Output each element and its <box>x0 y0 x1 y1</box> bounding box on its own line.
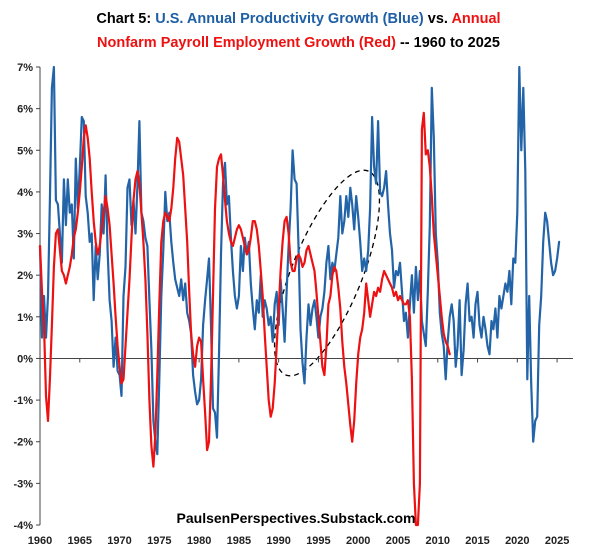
watermark-text: PaulsenPerspectives.Substack.com <box>177 510 416 526</box>
axes: 7% 6% 5% 4% 3% 2% 1% 0% -1% -2% -3% -4% 1960 1965 1970… <box>13 62 573 547</box>
x-tick-label: 1990 <box>266 535 290 547</box>
x-tick-label: 1975 <box>147 535 171 547</box>
title-vs: vs. <box>423 11 452 27</box>
y-tick-label: 1% <box>17 312 33 324</box>
x-tick-label: 1965 <box>68 535 92 547</box>
y-tick-label: -2% <box>13 437 33 449</box>
title-date-range: -- 1960 to 2025 <box>395 35 500 51</box>
y-tick-label: 7% <box>17 62 33 74</box>
annotation-dashed-ellipse <box>273 169 381 377</box>
x-tick-label: 2010 <box>426 535 450 547</box>
x-tick-label: 1960 <box>28 535 52 547</box>
x-tick-label: 2025 <box>545 535 569 547</box>
x-tick-label: 2020 <box>505 535 529 547</box>
x-tick-label: 1985 <box>227 535 251 547</box>
y-tick-label: 3% <box>17 229 33 241</box>
x-tick-label: 2005 <box>386 535 410 547</box>
y-tick-label: 4% <box>17 187 33 199</box>
y-tick-label: 0% <box>17 353 33 365</box>
title-annual-label: Annual <box>451 11 501 27</box>
title-employment-label: Nonfarm Payroll Employment Growth (Red) <box>97 35 396 51</box>
title-prefix: Chart 5: <box>96 11 156 27</box>
x-tick-label: 2000 <box>346 535 370 547</box>
y-tick-label: -4% <box>13 520 33 532</box>
x-tick-label: 2015 <box>465 535 489 547</box>
chart-title-line-1: Chart 5: U.S. Annual Productivity Growth… <box>0 10 597 28</box>
y-tick-label: -3% <box>13 478 33 490</box>
y-tick-label: 5% <box>17 145 33 157</box>
payroll-employment-growth-line <box>38 111 451 527</box>
chart-title-line-2: Nonfarm Payroll Employment Growth (Red) … <box>0 34 597 52</box>
y-tick-label: 6% <box>17 104 33 116</box>
y-tick-label: -1% <box>13 395 33 407</box>
productivity-growth-line <box>38 65 561 456</box>
title-productivity-label: U.S. Annual Productivity Growth (Blue) <box>155 11 424 27</box>
x-tick-label: 1970 <box>107 535 131 547</box>
x-tick-label: 1980 <box>187 535 211 547</box>
x-tick-label: 1995 <box>306 535 330 547</box>
y-tick-label: 2% <box>17 270 33 282</box>
series-lines <box>38 65 561 527</box>
